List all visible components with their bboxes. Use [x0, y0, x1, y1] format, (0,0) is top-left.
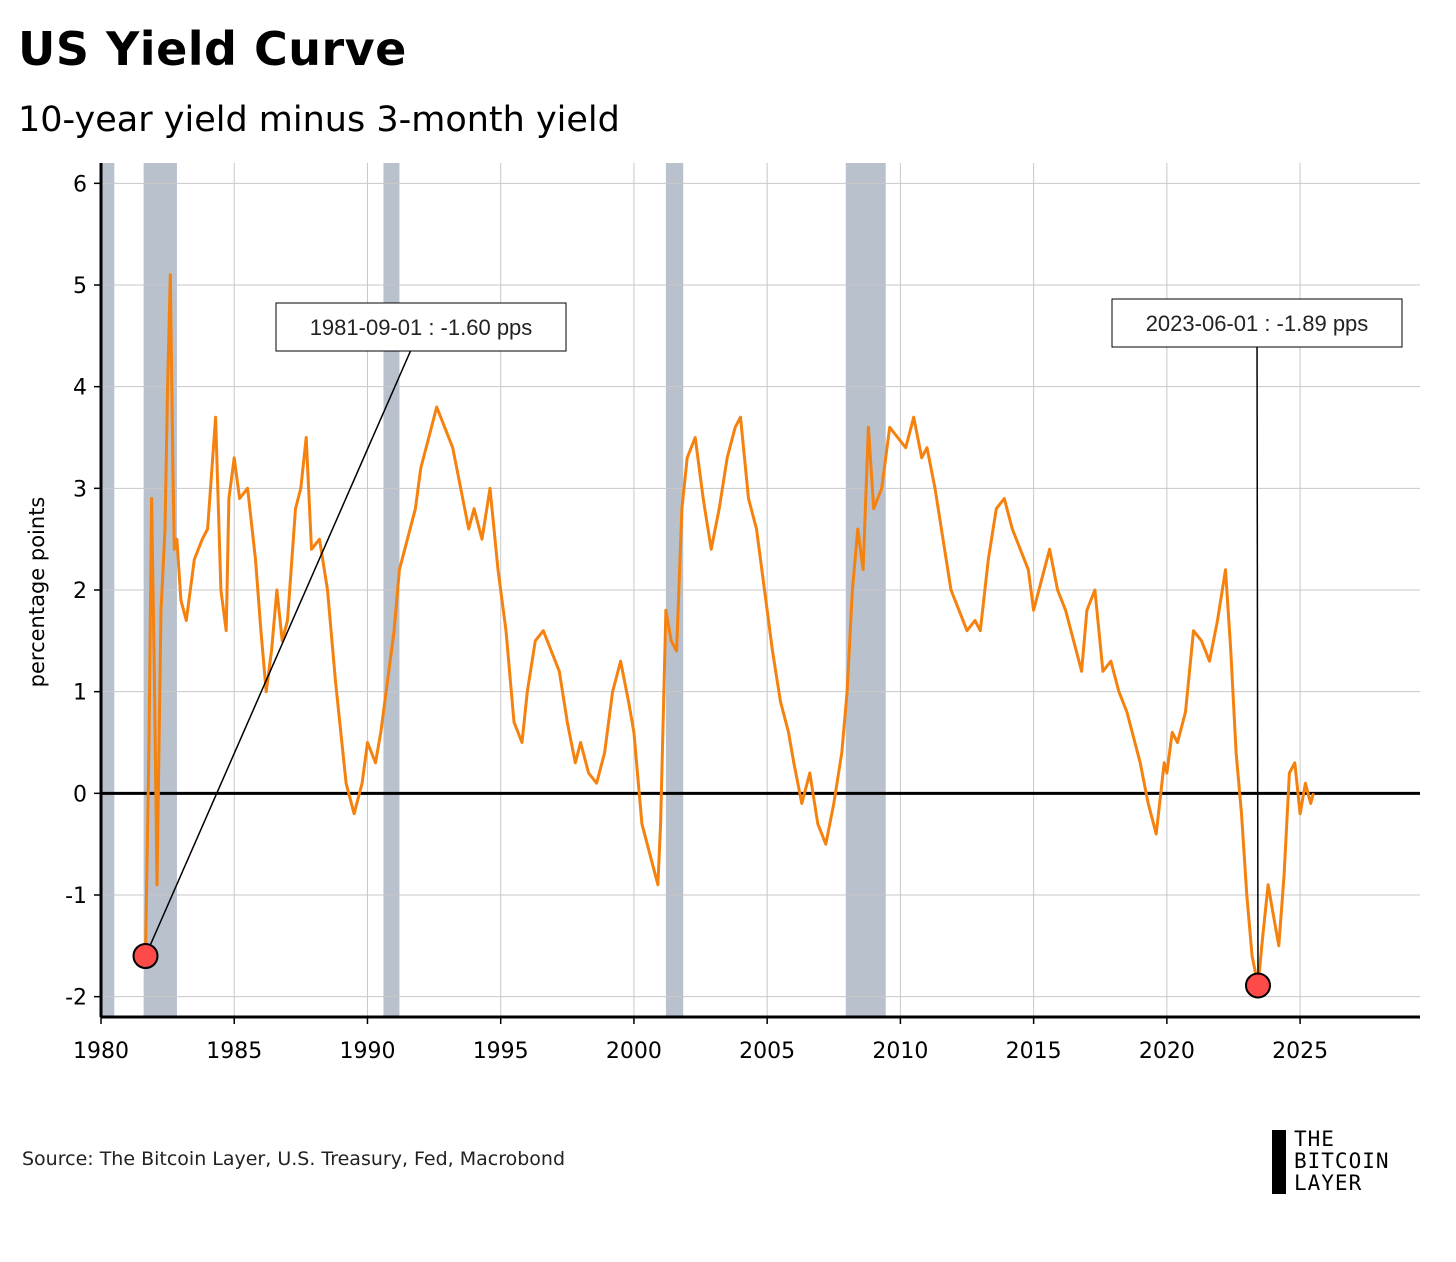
axes [94, 163, 1420, 1024]
series-group [144, 273, 1315, 987]
x-tick-label: 2020 [1139, 1039, 1195, 1064]
x-tick-label: 2005 [739, 1039, 795, 1064]
y-tick-label: -2 [65, 986, 87, 1011]
logo-bar-icon [1272, 1130, 1286, 1194]
the-bitcoin-layer-logo: THE BITCOIN LAYER [1272, 1128, 1442, 1196]
annotation-label: 2023-06-01 : -1.89 pps [1146, 311, 1369, 336]
y-tick-label: 0 [73, 782, 87, 807]
chart-title: US Yield Curve [18, 22, 407, 76]
x-tick-label: 1980 [73, 1039, 129, 1064]
y-tick-label: 5 [73, 274, 87, 299]
y-tick-label: 3 [73, 477, 87, 502]
y-axis-label: percentage points [25, 497, 49, 688]
x-tick-label: 2000 [606, 1039, 662, 1064]
x-tick-label: 1985 [206, 1039, 262, 1064]
x-tick-labels: 1980 1985 1990 1995 2000 2005 2010 2015 2020 2025 [73, 1039, 1328, 1064]
annotation-label: 1981-09-01 : -1.60 pps [310, 315, 533, 340]
x-tick-label: 2010 [872, 1039, 928, 1064]
annotations: 1981-09-01 : -1.60 pps 2023-06-01 : -1.89… [132, 298, 1403, 999]
y-tick-label: 4 [73, 376, 87, 401]
source-note: Source: The Bitcoin Layer, U.S. Treasury… [22, 1148, 566, 1170]
y-tick-label: 1 [73, 681, 87, 706]
annotation-box [275, 302, 567, 352]
y-tick-labels: -2 -1 0 1 2 3 4 5 6 [65, 172, 87, 1010]
x-tick-label: 2015 [1006, 1039, 1062, 1064]
x-tick-label: 1990 [339, 1039, 395, 1064]
x-tick-label: 2025 [1272, 1039, 1328, 1064]
y-tick-label: 2 [73, 579, 87, 604]
chart-subtitle: 10-year yield minus 3-month yield [18, 100, 620, 140]
annotation-marker [132, 943, 159, 969]
series-line [144, 273, 1315, 987]
annotation-leader-line [144, 326, 422, 957]
logo-line-3: LAYER [1294, 1171, 1363, 1195]
logo-line-2: BITCOIN [1294, 1149, 1390, 1173]
y-tick-label: -1 [65, 884, 87, 909]
y-tick-label: 6 [73, 172, 87, 197]
x-tick-label: 1995 [473, 1039, 529, 1064]
annotation-leader-line [1256, 322, 1259, 986]
annotation-marker [1244, 972, 1271, 999]
logo-line-1: THE [1294, 1127, 1335, 1151]
annotation-box [1111, 298, 1403, 348]
